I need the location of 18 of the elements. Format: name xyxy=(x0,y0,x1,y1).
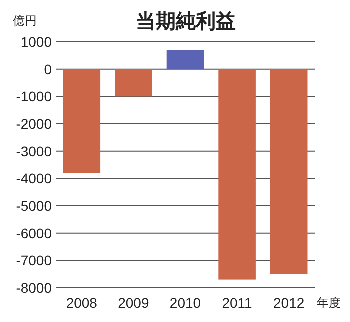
y-tick-label: -8000 xyxy=(16,280,52,296)
x-tick-label: 2010 xyxy=(170,295,202,311)
y-tick-label: -4000 xyxy=(16,170,52,187)
x-axis-title: 年度 xyxy=(317,296,341,310)
y-tick-label: -7000 xyxy=(16,252,52,269)
x-tick-label: 2012 xyxy=(274,295,305,311)
y-tick-label: 1000 xyxy=(20,34,52,50)
y-tick-label: -5000 xyxy=(16,198,52,214)
x-tick-label: 2009 xyxy=(118,295,150,311)
y-tick-label: 0 xyxy=(44,61,52,78)
x-tick-label: 2011 xyxy=(222,295,253,311)
y-tick-label: -3000 xyxy=(16,143,52,160)
y-tick-label: -6000 xyxy=(16,225,52,242)
y-axis-title: 億円 xyxy=(13,14,37,28)
y-tick-label: -2000 xyxy=(16,116,52,132)
y-tick-label: -1000 xyxy=(16,88,52,105)
x-tick-label: 2008 xyxy=(66,295,98,311)
chart-title: 当期純利益 xyxy=(136,10,236,33)
